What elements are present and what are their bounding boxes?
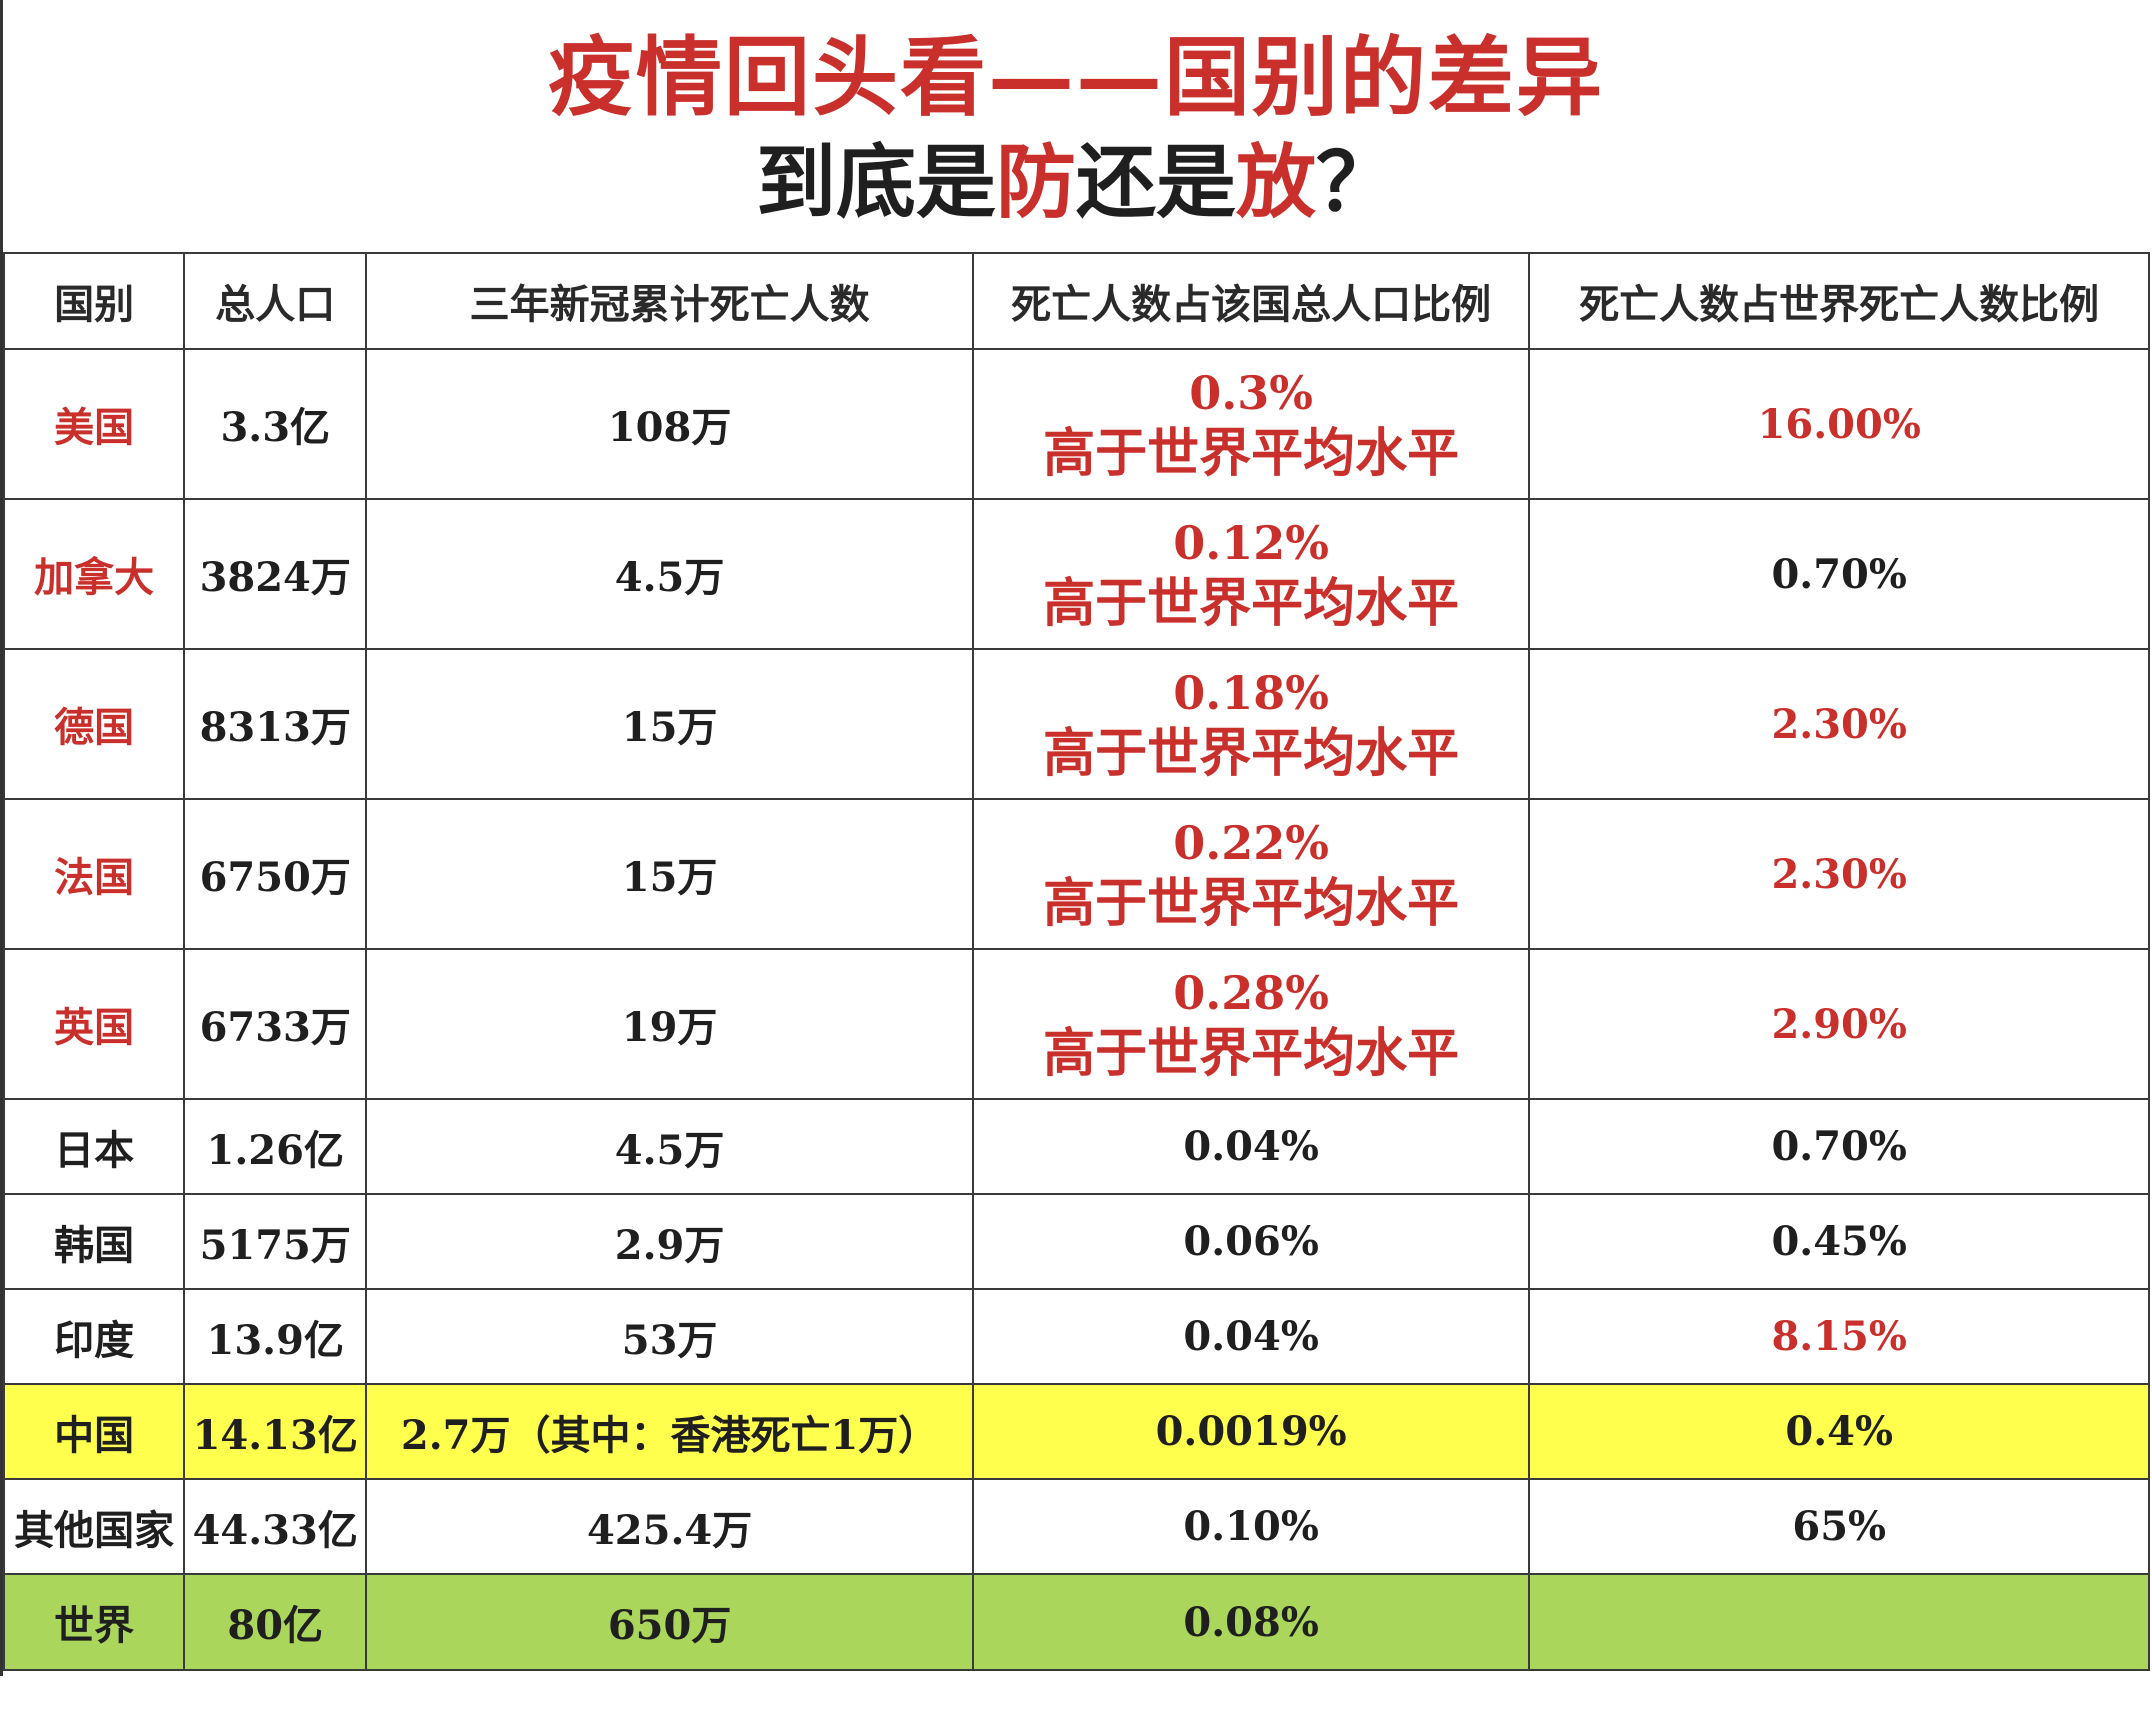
table-row: 法国 6750万 15万 0.22% 高于世界平均水平 2.30% [2, 798, 2150, 950]
country-cell: 中国 [2, 1383, 186, 1480]
data-table: 国别 总人口 三年新冠累计死亡人数 死亡人数占该国总人口比例 死亡人数占世界死亡… [2, 252, 2150, 1671]
header-deaths: 三年新冠累计死亡人数 [365, 252, 974, 350]
ratio-cell: 0.3% 高于世界平均水平 [971, 348, 1531, 500]
deaths-cell: 108万 [365, 348, 974, 500]
table-header-row: 国别 总人口 三年新冠累计死亡人数 死亡人数占该国总人口比例 死亡人数占世界死亡… [2, 252, 2150, 350]
deaths-cell: 425.4万 [365, 1478, 974, 1575]
ratio-cell: 0.0019% [971, 1383, 1531, 1480]
population-cell: 3.3亿 [183, 348, 368, 500]
population-cell: 5175万 [183, 1193, 368, 1290]
country-cell: 日本 [2, 1098, 186, 1195]
ratio-cell: 0.12% 高于世界平均水平 [971, 498, 1531, 650]
left-border [0, 0, 3, 1690]
ratio-value: 0.3% [1189, 366, 1313, 420]
population-cell: 8313万 [183, 648, 368, 800]
title-sub-part: 还是 [1076, 135, 1236, 229]
deaths-cell: 2.9万 [365, 1193, 974, 1290]
deaths-cell: 15万 [365, 648, 974, 800]
country-cell: 加拿大 [2, 498, 186, 650]
share-cell: 2.30% [1528, 798, 2150, 950]
table-row: 韩国 5175万 2.9万 0.06% 0.45% [2, 1193, 2150, 1290]
header-population: 总人口 [183, 252, 368, 350]
population-cell: 13.9亿 [183, 1288, 368, 1385]
ratio-note: 高于世界平均水平 [1043, 1023, 1460, 1084]
share-cell: 0.4% [1528, 1383, 2150, 1480]
ratio-cell: 0.04% [971, 1288, 1531, 1385]
header-share: 死亡人数占世界死亡人数比例 [1528, 252, 2150, 350]
title-sub-part: ？ [1316, 135, 1396, 229]
share-cell: 0.70% [1528, 1098, 2150, 1195]
country-cell: 其他国家 [2, 1478, 186, 1575]
bottom-margin [0, 1676, 2152, 1736]
title-sub: 到底是防还是放？ [0, 134, 2152, 230]
ratio-value: 0.28% [1173, 966, 1329, 1020]
deaths-cell: 15万 [365, 798, 974, 950]
population-cell: 1.26亿 [183, 1098, 368, 1195]
ratio-note: 高于世界平均水平 [1043, 873, 1460, 934]
population-cell: 44.33亿 [183, 1478, 368, 1575]
share-cell: 0.45% [1528, 1193, 2150, 1290]
share-cell [1528, 1573, 2150, 1671]
deaths-cell: 53万 [365, 1288, 974, 1385]
share-cell: 65% [1528, 1478, 2150, 1575]
ratio-value: 0.12% [1173, 516, 1329, 570]
ratio-cell: 0.04% [971, 1098, 1531, 1195]
header-country: 国别 [2, 252, 186, 350]
title-sub-part-fang2: 放 [1236, 135, 1316, 229]
ratio-value: 0.22% [1173, 816, 1329, 870]
ratio-cell: 0.18% 高于世界平均水平 [971, 648, 1531, 800]
deaths-cell: 650万 [365, 1573, 974, 1671]
ratio-cell: 0.22% 高于世界平均水平 [971, 798, 1531, 950]
share-cell: 2.30% [1528, 648, 2150, 800]
header: 疫情回头看——国别的差异 到底是防还是放？ [0, 0, 2152, 252]
country-cell: 美国 [2, 348, 186, 500]
population-cell: 6733万 [183, 948, 368, 1100]
share-cell: 16.00% [1528, 348, 2150, 500]
share-cell: 2.90% [1528, 948, 2150, 1100]
ratio-cell: 0.28% 高于世界平均水平 [971, 948, 1531, 1100]
country-cell: 韩国 [2, 1193, 186, 1290]
title-sub-part: 到底是 [756, 135, 996, 229]
ratio-note: 高于世界平均水平 [1043, 423, 1460, 484]
ratio-cell: 0.08% [971, 1573, 1531, 1671]
country-cell: 法国 [2, 798, 186, 950]
table-row-world: 世界 80亿 650万 0.08% [2, 1573, 2150, 1671]
table-row: 印度 13.9亿 53万 0.04% 8.15% [2, 1288, 2150, 1385]
table-row: 英国 6733万 19万 0.28% 高于世界平均水平 2.90% [2, 948, 2150, 1100]
table-row: 日本 1.26亿 4.5万 0.04% 0.70% [2, 1098, 2150, 1195]
country-cell: 德国 [2, 648, 186, 800]
ratio-note: 高于世界平均水平 [1043, 723, 1460, 784]
deaths-cell: 19万 [365, 948, 974, 1100]
country-cell: 印度 [2, 1288, 186, 1385]
ratio-cell: 0.06% [971, 1193, 1531, 1290]
ratio-value: 0.18% [1173, 666, 1329, 720]
population-cell: 3824万 [183, 498, 368, 650]
title-sub-part-fang1: 防 [996, 135, 1076, 229]
share-cell: 8.15% [1528, 1288, 2150, 1385]
ratio-note: 高于世界平均水平 [1043, 573, 1460, 634]
ratio-cell: 0.10% [971, 1478, 1531, 1575]
country-cell: 英国 [2, 948, 186, 1100]
title-main: 疫情回头看——国别的差异 [548, 27, 1604, 128]
population-cell: 80亿 [183, 1573, 368, 1671]
table-row: 其他国家 44.33亿 425.4万 0.10% 65% [2, 1478, 2150, 1575]
share-cell: 0.70% [1528, 498, 2150, 650]
table-row: 美国 3.3亿 108万 0.3% 高于世界平均水平 16.00% [2, 348, 2150, 500]
deaths-cell: 4.5万 [365, 1098, 974, 1195]
population-cell: 6750万 [183, 798, 368, 950]
header-ratio: 死亡人数占该国总人口比例 [971, 252, 1531, 350]
table-row: 德国 8313万 15万 0.18% 高于世界平均水平 2.30% [2, 648, 2150, 800]
deaths-cell: 2.7万（其中：香港死亡1万） [365, 1383, 974, 1480]
country-cell: 世界 [2, 1573, 186, 1671]
table-row: 加拿大 3824万 4.5万 0.12% 高于世界平均水平 0.70% [2, 498, 2150, 650]
table-row-china: 中国 14.13亿 2.7万（其中：香港死亡1万） 0.0019% 0.4% [2, 1383, 2150, 1480]
population-cell: 14.13亿 [183, 1383, 368, 1480]
deaths-cell: 4.5万 [365, 498, 974, 650]
